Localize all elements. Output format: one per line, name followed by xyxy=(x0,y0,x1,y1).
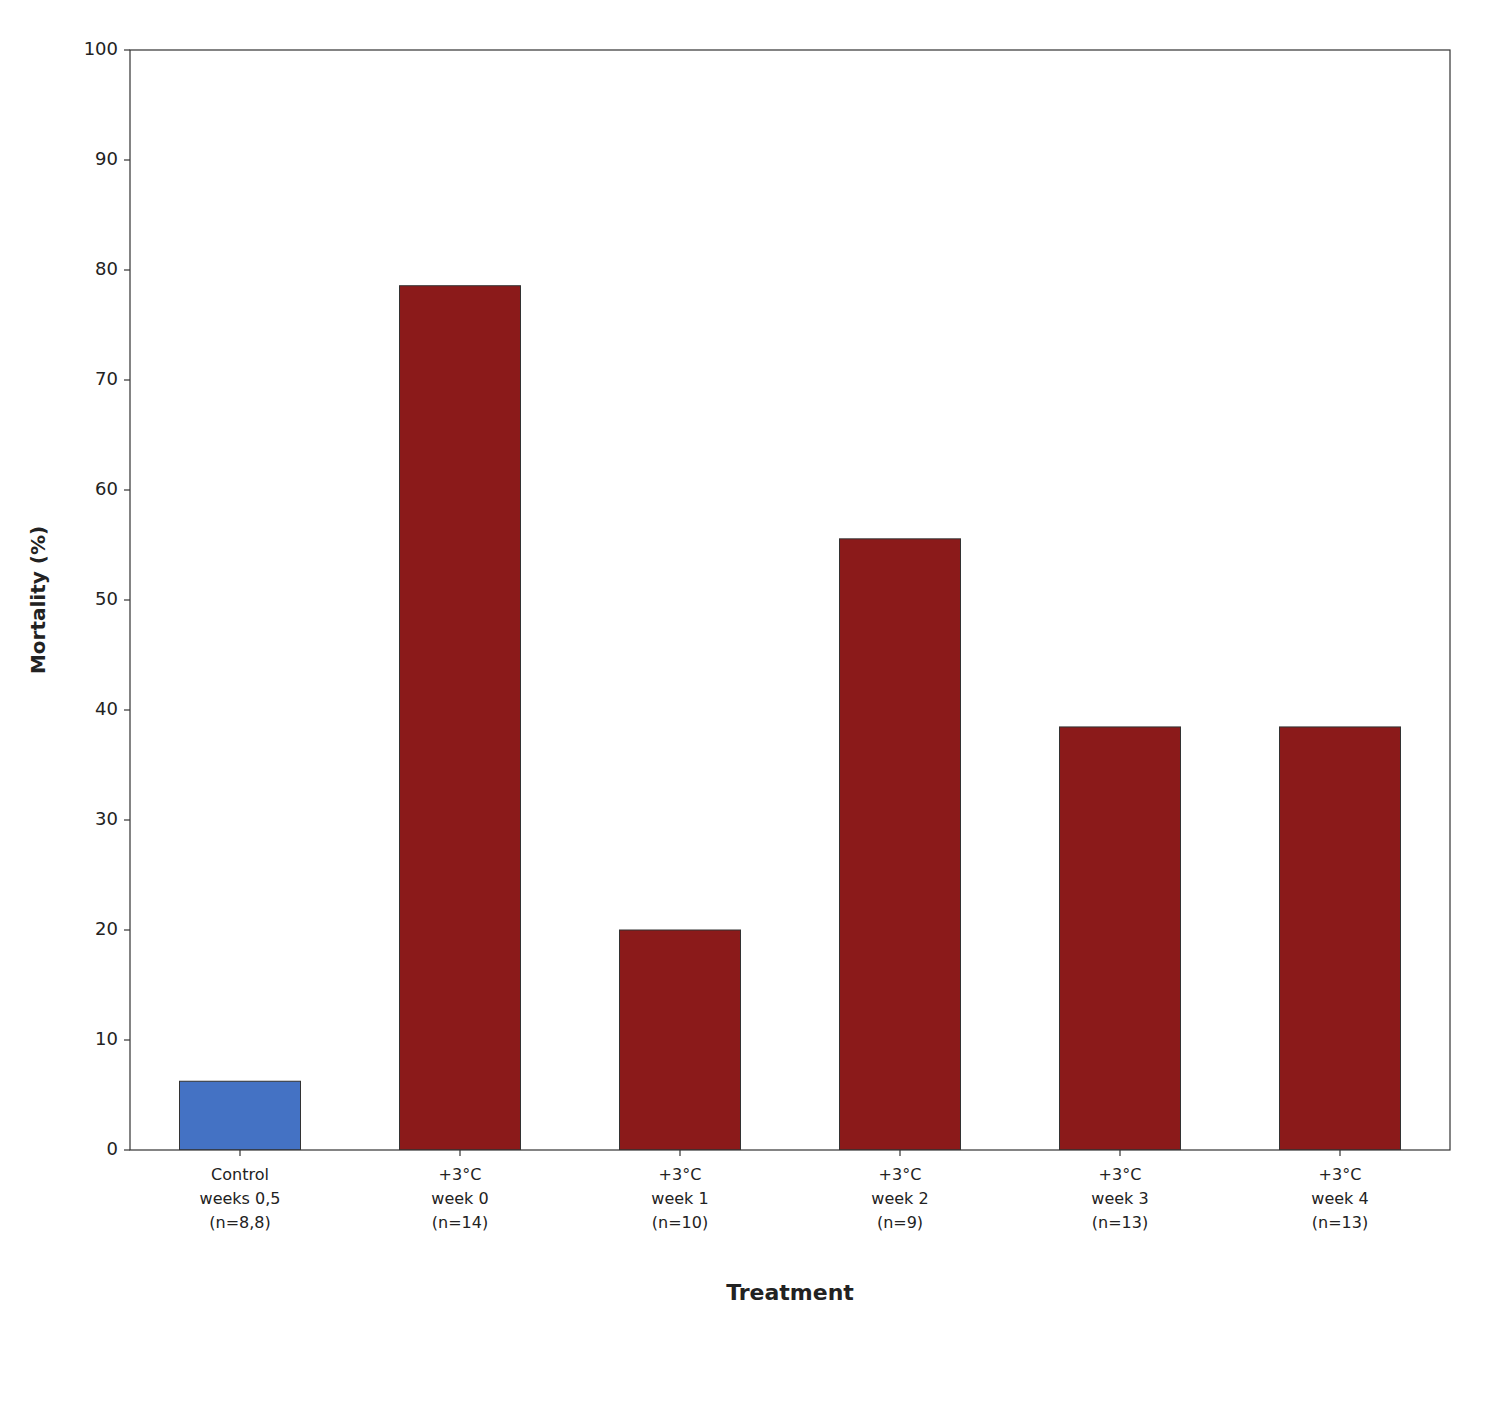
x-tick-label: Control weeks 0,5 (n=8,8) xyxy=(200,1165,281,1232)
y-tick xyxy=(124,599,130,600)
y-tick xyxy=(124,709,130,710)
x-tick-label-line: +3°C xyxy=(1099,1165,1142,1184)
x-tick-label-line: +3°C xyxy=(879,1165,922,1184)
bar xyxy=(180,1081,301,1150)
y-tick-label: 100 xyxy=(84,38,118,59)
x-tick-label: +3°C week 1 (n=10) xyxy=(651,1165,708,1232)
bar xyxy=(840,539,961,1150)
x-tick-label-line: +3°C xyxy=(439,1165,482,1184)
bar xyxy=(1280,727,1401,1150)
y-tick-label: 50 xyxy=(95,588,118,609)
y-tick xyxy=(124,929,130,930)
chart-container: 0 10 20 30 40 50 60 70 80 90 100 Control weeks 0,5 (n… xyxy=(0,0,1500,1426)
y-tick xyxy=(124,489,130,490)
x-tick xyxy=(239,1150,240,1156)
y-tick-label: 10 xyxy=(95,1028,118,1049)
y-tick-label: 60 xyxy=(95,478,118,499)
y-tick xyxy=(124,269,130,270)
x-tick-label-line: (n=13) xyxy=(1092,1213,1148,1232)
y-tick xyxy=(124,379,130,380)
y-tick-label: 40 xyxy=(95,698,118,719)
y-tick-label: 30 xyxy=(95,808,118,829)
y-tick xyxy=(124,1039,130,1040)
y-tick xyxy=(124,49,130,50)
x-tick-label: +3°C week 0 (n=14) xyxy=(431,1165,488,1232)
x-tick-label-line: (n=9) xyxy=(877,1213,923,1232)
x-tick xyxy=(679,1150,680,1156)
x-tick-label-line: week 3 xyxy=(1091,1189,1148,1208)
x-tick-label-line: Control xyxy=(211,1165,269,1184)
x-tick-label: +3°C week 4 (n=13) xyxy=(1311,1165,1368,1232)
x-tick-label-line: weeks 0,5 xyxy=(200,1189,281,1208)
chart-svg: 0 10 20 30 40 50 60 70 80 90 100 Control weeks 0,5 (n… xyxy=(0,0,1500,1426)
x-tick-label: +3°C week 3 (n=13) xyxy=(1091,1165,1148,1232)
x-tick xyxy=(459,1150,460,1156)
y-tick xyxy=(124,159,130,160)
x-tick xyxy=(1119,1150,1120,1156)
x-axis-label: Treatment xyxy=(726,1280,854,1305)
y-tick-label: 0 xyxy=(107,1138,118,1159)
y-tick-label: 70 xyxy=(95,368,118,389)
x-tick-label-line: +3°C xyxy=(1319,1165,1362,1184)
bar xyxy=(400,286,521,1150)
y-axis-label: Mortality (%) xyxy=(26,526,50,674)
y-tick-label: 90 xyxy=(95,148,118,169)
y-tick-label: 20 xyxy=(95,918,118,939)
x-tick xyxy=(1339,1150,1340,1156)
x-tick-label-line: week 2 xyxy=(871,1189,928,1208)
plot-frame xyxy=(130,50,1450,1150)
x-tick xyxy=(899,1150,900,1156)
x-tick-label-line: (n=8,8) xyxy=(209,1213,270,1232)
x-tick-label: +3°C week 2 (n=9) xyxy=(871,1165,928,1232)
x-tick-label-line: +3°C xyxy=(659,1165,702,1184)
x-tick-label-line: (n=14) xyxy=(432,1213,488,1232)
x-tick-label-line: (n=13) xyxy=(1312,1213,1368,1232)
x-tick-label-line: week 4 xyxy=(1311,1189,1368,1208)
y-tick xyxy=(124,819,130,820)
bar xyxy=(1060,727,1181,1150)
y-tick xyxy=(124,1149,130,1150)
y-tick-label: 80 xyxy=(95,258,118,279)
bar xyxy=(620,930,741,1150)
bars xyxy=(180,286,1401,1150)
x-tick-label-line: week 0 xyxy=(431,1189,488,1208)
x-tick-label-line: week 1 xyxy=(651,1189,708,1208)
x-tick-label-line: (n=10) xyxy=(652,1213,708,1232)
